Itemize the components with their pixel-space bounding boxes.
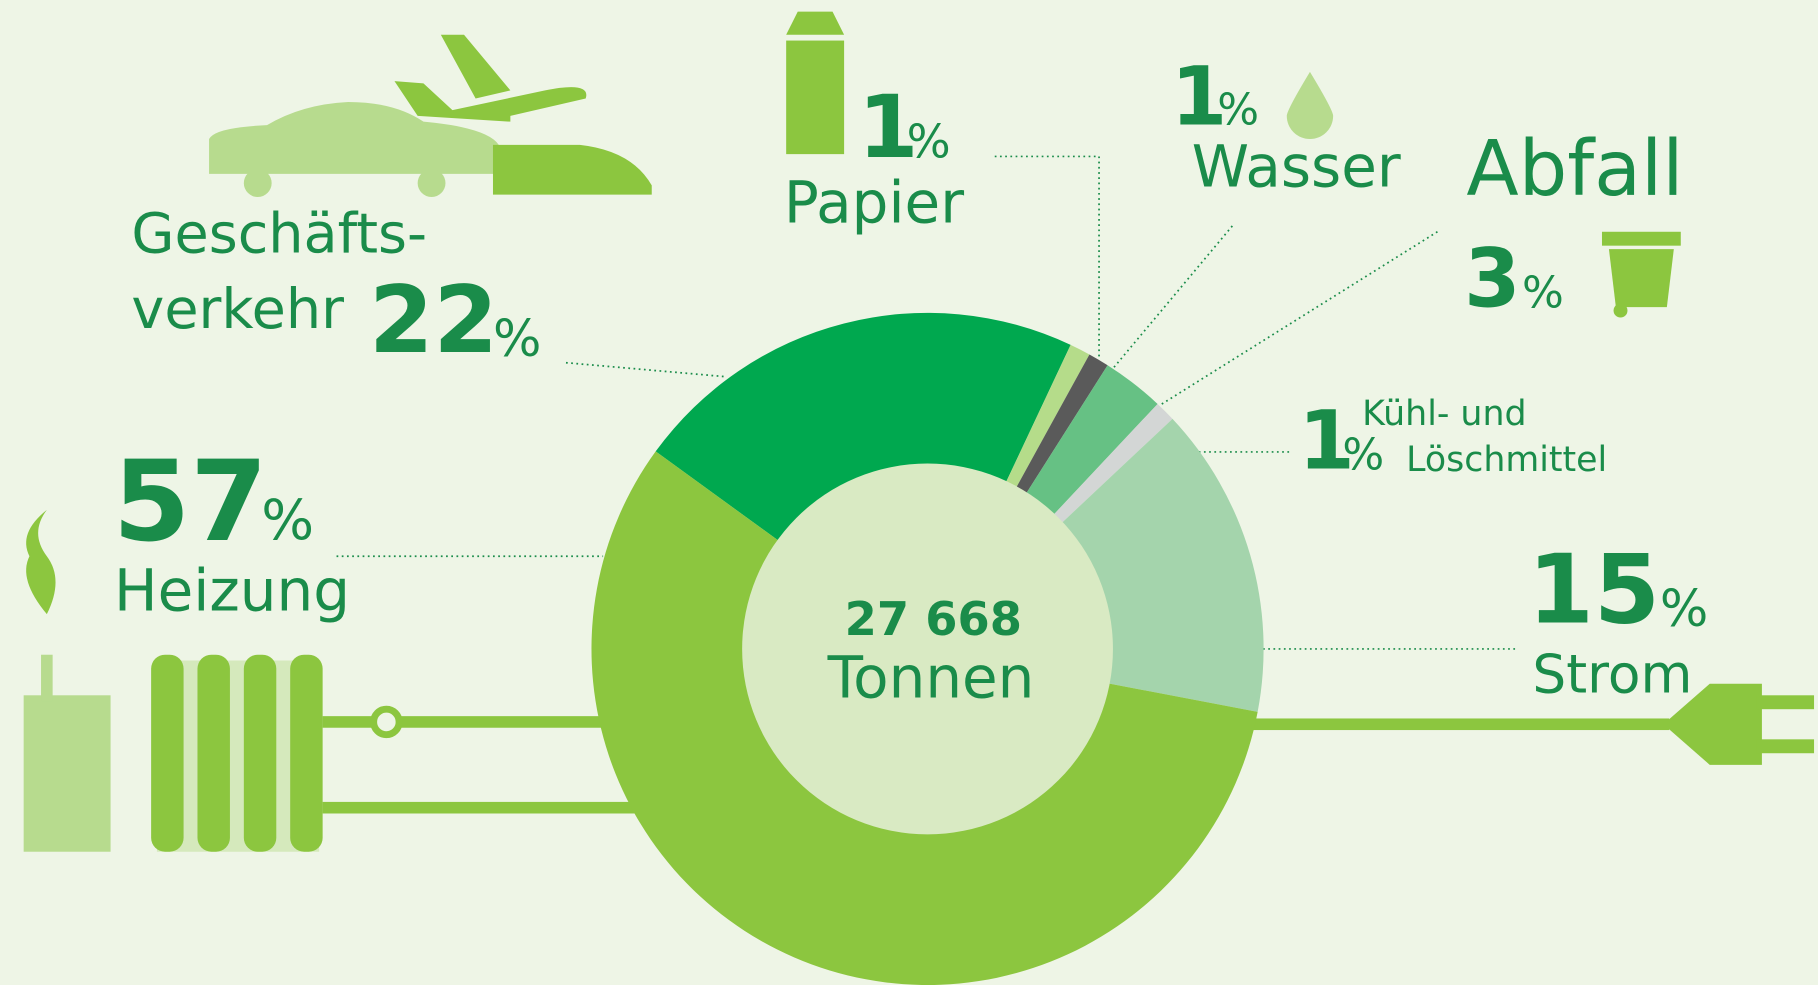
category-label: Strom [1532,644,1692,706]
value-label: 22 [369,266,498,374]
unit-label: % [1522,268,1564,319]
total-unit: Tonnen [827,643,1035,711]
value-label: 3 [1464,232,1520,326]
category-label: Heizung [114,557,350,625]
category-label: Wasser [1192,132,1401,200]
value-label: 57 [113,438,268,567]
total-value: 27 668 [845,592,1022,646]
value-label: 15 [1528,536,1660,646]
category-label: Geschäfts- [131,202,427,267]
category-label: Papier [784,168,964,236]
category-label: verkehr [131,277,344,342]
infographic: 27 668 Tonnen 22%Geschäfts-verkehr1%Papi… [0,0,1818,985]
category-label: Löschmittel [1406,440,1607,480]
category-label: Kühl- und [1362,394,1526,434]
unit-label: % [261,488,314,553]
unit-label: % [493,310,541,369]
unit-label: % [1342,430,1384,481]
unit-label: % [1217,84,1259,135]
unit-label: % [907,114,951,168]
category-label: Abfall [1466,125,1683,214]
paper-icon [786,12,844,155]
unit-label: % [1660,580,1708,639]
